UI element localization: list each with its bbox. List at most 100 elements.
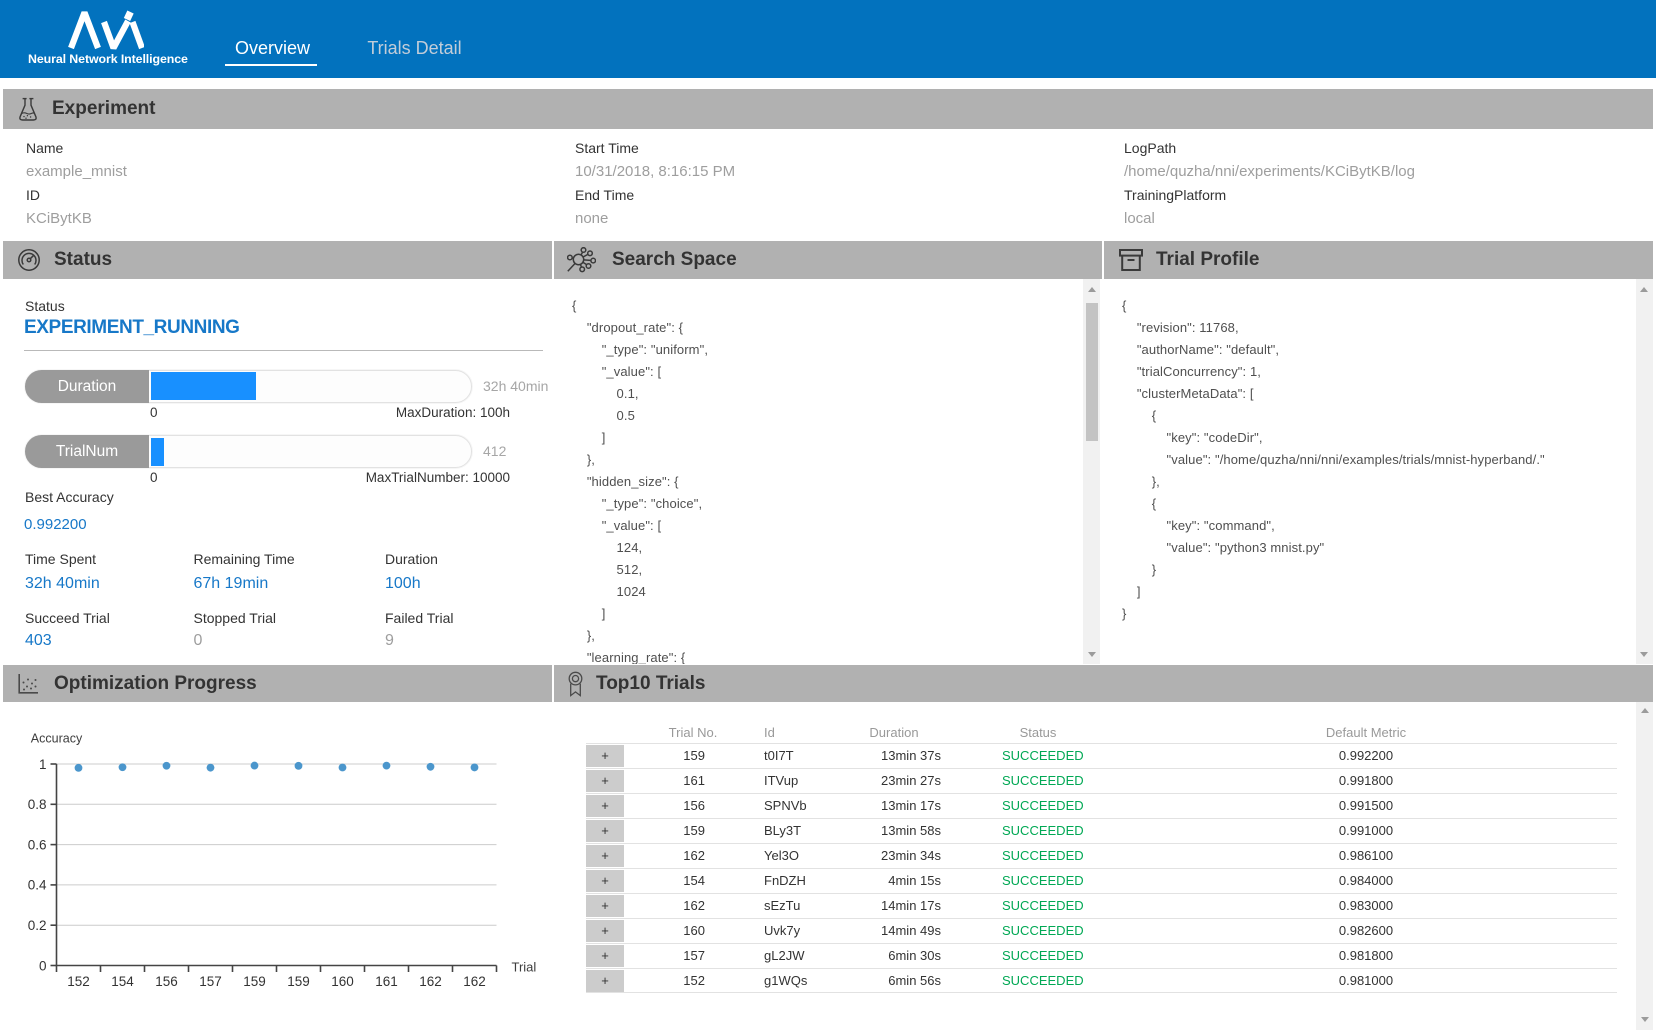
cell-status: SUCCEEDED — [1002, 772, 1084, 788]
stat-value: 67h 19min — [193, 574, 269, 592]
table-row: +159 BLy3T 13min 58s SUCCEEDED 0.991000 — [586, 817, 1617, 843]
cell-default-metric: 0.992200 — [1338, 747, 1394, 763]
scatter-dot[interactable] — [206, 763, 215, 772]
scrollbar-up-arrow-icon[interactable] — [1087, 287, 1096, 292]
json-line: 1024 — [572, 584, 646, 600]
stat-label: Stopped Trial — [193, 609, 277, 626]
cell-trial-no: 161 — [683, 772, 705, 788]
expand-row-button[interactable]: + — [586, 870, 624, 892]
scatter-dot[interactable] — [382, 761, 391, 770]
json-line: "hidden_size": { — [572, 473, 679, 489]
cell-trial-no: 159 — [683, 747, 705, 763]
progress-bar-label: Duration — [25, 369, 149, 403]
scatter-dot[interactable] — [470, 763, 479, 772]
cell-trial-no: 160 — [683, 922, 705, 938]
medal-icon — [568, 671, 583, 697]
scrollbar-up-arrow-icon[interactable] — [1640, 708, 1649, 713]
progress-bar-duration: Duration 32h 40min 0 MaxDuration: 100h — [25, 369, 548, 420]
table-row: +152 g1WQs 6min 56s SUCCEEDED 0.981000 — [586, 967, 1617, 993]
col-header-default-metric: Default Metric — [1325, 725, 1407, 740]
cell-id: ITVup — [764, 772, 799, 788]
json-line: }, — [1122, 473, 1160, 489]
y-axis-name: Accuracy — [31, 732, 83, 746]
scatter-dot[interactable] — [74, 763, 83, 772]
experiment-section-header: Experiment — [3, 89, 1653, 129]
scatter-dot[interactable] — [250, 761, 259, 770]
cell-duration: 6min 56s — [888, 972, 941, 988]
expand-row-button[interactable]: + — [586, 920, 624, 942]
scatter-dot[interactable] — [294, 761, 303, 770]
table-row: +157 gL2JW 6min 30s SUCCEEDED 0.981800 — [586, 942, 1617, 968]
expand-row-button[interactable]: + — [586, 745, 624, 767]
scrollbar-down-arrow-icon[interactable] — [1640, 1017, 1649, 1022]
experiment-field-label: End Time — [575, 187, 635, 203]
expand-row-button[interactable]: + — [586, 795, 624, 817]
scrollbar-track[interactable] — [1635, 278, 1653, 664]
json-line: "clusterMetaData": [ — [1122, 385, 1254, 401]
y-tick-label: 0.6 — [28, 837, 47, 852]
cell-status: SUCCEEDED — [1002, 822, 1084, 838]
scrollbar-track[interactable] — [1636, 702, 1653, 1030]
cell-id: t0I7T — [764, 747, 794, 763]
cell-id: g1WQs — [764, 972, 808, 988]
cell-id: SPNVb — [764, 797, 807, 813]
cell-default-metric: 0.986100 — [1338, 847, 1394, 863]
expand-row-button[interactable]: + — [586, 970, 624, 992]
x-tick-label: 157 — [199, 974, 222, 989]
cell-duration: 14min 17s — [881, 897, 941, 913]
json-line: "value": "python3 mnist.py" — [1122, 540, 1325, 556]
search-space-header: Search Space — [554, 241, 1102, 279]
col-header-trial-no: Trial No. — [668, 725, 718, 740]
x-tick-label: 160 — [331, 974, 354, 989]
col-header-status: Status — [1019, 725, 1057, 740]
status-panel-header: Status — [3, 241, 552, 279]
status-divider — [24, 350, 543, 351]
cell-trial-no: 162 — [683, 897, 705, 913]
cell-status: SUCCEEDED — [1002, 922, 1084, 938]
table-row: +156 SPNVb 13min 17s SUCCEEDED 0.991500 — [586, 792, 1617, 818]
progress-bar-max: MaxTrialNumber: 10000 — [365, 470, 510, 485]
scatter-chart-icon — [18, 674, 38, 694]
cell-id: Uvk7y — [764, 922, 801, 938]
scrollbar-thumb[interactable] — [1085, 303, 1098, 441]
col-header-duration: Duration — [869, 725, 919, 740]
scatter-dot[interactable] — [426, 762, 435, 771]
json-line: 0.5 — [572, 407, 635, 423]
tab-overview[interactable]: Overview — [234, 38, 310, 58]
json-line: }, — [572, 628, 596, 644]
progress-bar-min: 0 — [150, 470, 158, 485]
cell-trial-no: 152 — [683, 972, 705, 988]
stat-label: Failed Trial — [385, 609, 454, 626]
progress-bar-label: TrialNum — [25, 435, 149, 468]
json-line: "value": "/home/quzha/nni/nni/examples/t… — [1122, 451, 1545, 467]
scatter-dot[interactable] — [338, 763, 347, 772]
top10-trials-title: Top10 Trials — [596, 673, 706, 694]
experiment-field-value: example_mnist — [26, 163, 127, 180]
stat-value: 0 — [193, 632, 203, 649]
cell-default-metric: 0.981000 — [1338, 972, 1394, 988]
status-field-label: Status — [25, 298, 65, 314]
scatter-dot[interactable] — [162, 761, 171, 770]
scrollbar-up-arrow-icon[interactable] — [1640, 287, 1648, 292]
json-line: } — [1122, 562, 1157, 578]
tab-trials-detail[interactable]: Trials Detail — [367, 38, 462, 58]
expand-row-button[interactable]: + — [586, 895, 624, 917]
brand-caption: Neural Network Intelligence — [28, 52, 188, 66]
top10-trials-header: Top10 Trials — [554, 665, 1653, 702]
scrollbar-down-arrow-icon[interactable] — [1087, 652, 1096, 657]
scatter-dot[interactable] — [118, 763, 127, 772]
progress-bar-value: 412 — [483, 443, 507, 459]
scrollbar-down-arrow-icon[interactable] — [1640, 652, 1648, 657]
expand-row-button[interactable]: + — [586, 770, 624, 792]
json-line: } — [1122, 606, 1127, 622]
expand-row-button[interactable]: + — [586, 820, 624, 842]
progress-bar-min: 0 — [150, 404, 158, 420]
cell-duration: 23min 27s — [881, 772, 941, 788]
json-line: "_value": [ — [572, 517, 662, 533]
expand-row-button[interactable]: + — [586, 945, 624, 967]
cell-trial-no: 157 — [683, 947, 705, 963]
expand-row-button[interactable]: + — [586, 845, 624, 867]
json-line: "_type": "choice", — [572, 495, 703, 511]
experiment-field-value: /home/quzha/nni/experiments/KCiBytKB/log — [1124, 163, 1415, 180]
stat-value: 403 — [25, 632, 52, 649]
